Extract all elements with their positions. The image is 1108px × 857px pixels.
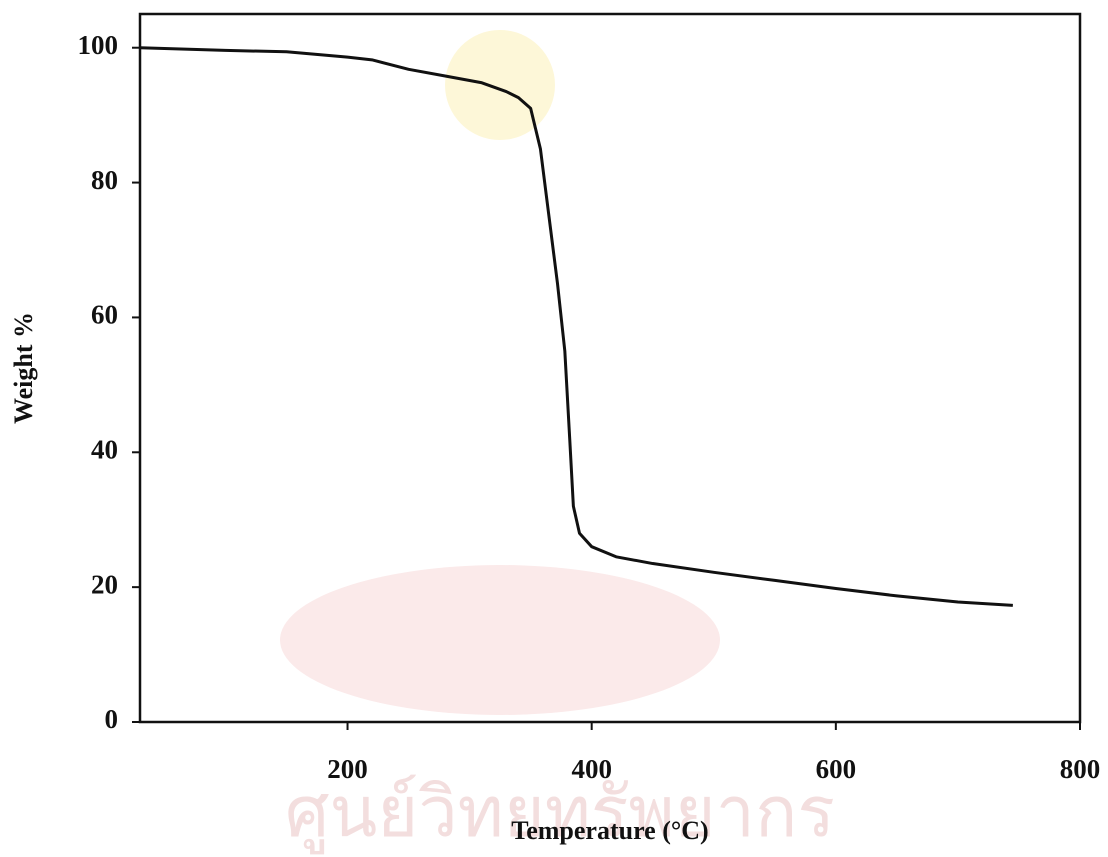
x-tick-label: 200 xyxy=(327,754,368,784)
data-line xyxy=(139,46,1013,607)
x-axis-label: Temperature (°C) xyxy=(511,816,708,845)
watermark-layer: ศูนย์วิทยทรัพยากร xyxy=(280,30,835,855)
watermark-shape xyxy=(280,565,720,715)
x-tick-label: 400 xyxy=(571,754,612,784)
watermark-shape xyxy=(445,30,555,140)
y-tick-label: 80 xyxy=(91,165,118,195)
watermark-text: ศูนย์วิทยทรัพยากร xyxy=(285,774,835,855)
y-tick-label: 40 xyxy=(91,434,118,464)
plot-frame xyxy=(138,12,1082,724)
x-tick-label: 800 xyxy=(1060,754,1101,784)
y-tick-label: 100 xyxy=(78,30,119,60)
y-tick-label: 0 xyxy=(105,704,119,734)
x-tick-label: 600 xyxy=(816,754,857,784)
y-tick-label: 60 xyxy=(91,300,118,330)
y-axis-label: Weight % xyxy=(9,312,38,424)
y-tick-label: 20 xyxy=(91,569,118,599)
